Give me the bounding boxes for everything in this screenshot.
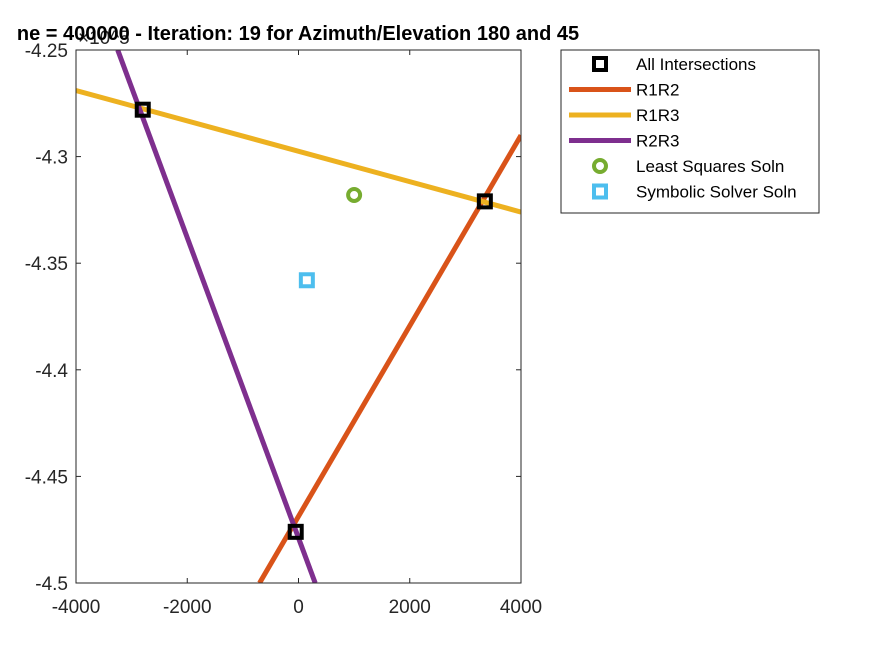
data-point-least-squares-soln (346, 186, 363, 203)
legend-label-symbolic-solver-soln: Symbolic Solver Soln (636, 183, 797, 202)
x-tick-label: -2000 (163, 597, 212, 618)
y-tick-label: -4.5 (35, 574, 68, 595)
legend-label-r1r2: R1R2 (636, 81, 679, 100)
y-tick-label: -4.45 (25, 467, 68, 488)
series-line-r1r2 (257, 134, 521, 583)
x-tick-label: 0 (293, 597, 304, 618)
marker-layer (134, 101, 493, 540)
legend-swatch-least-squares-soln (592, 158, 608, 174)
x-tick-label: -4000 (52, 597, 101, 618)
y-tick-label: -4.35 (25, 254, 68, 275)
legend-label-least-squares-soln: Least Squares Soln (636, 157, 784, 176)
x-tick-label: 4000 (500, 597, 542, 618)
chart-title: ne = 400000 - Iteration: 19 for Azimuth/… (17, 23, 579, 45)
series-line-r2r3 (115, 50, 318, 583)
y-tick-label: -4.3 (35, 148, 68, 169)
legend-label-r1r3: R1R3 (636, 106, 679, 125)
legend-swatch-symbolic-solver-soln (592, 183, 608, 200)
plot-area (76, 50, 521, 583)
legend: All Intersections R1R2 R1R3 R2R3 Least Squar… (560, 49, 820, 214)
legend-swatch-all-intersections (592, 56, 608, 72)
data-point-all-intersections (476, 193, 493, 210)
data-point-symbolic-solver-soln (298, 272, 315, 289)
y-exponent-label: ×10^5 (78, 28, 130, 49)
y-tick-label: -4.4 (35, 361, 68, 382)
legend-label-r2r3: R2R3 (636, 132, 679, 151)
legend-label-all-intersections: All Intersections (636, 55, 756, 74)
y-tick-label: -4.25 (25, 41, 68, 62)
data-point-all-intersections (134, 101, 151, 118)
data-point-all-intersections (287, 523, 304, 540)
axis-layer: -4000 -2000 0 2000 4000 -4.5 -4.45 -4.4 -4.35 -4.… (25, 41, 542, 618)
x-tick-label: 2000 (389, 597, 431, 618)
